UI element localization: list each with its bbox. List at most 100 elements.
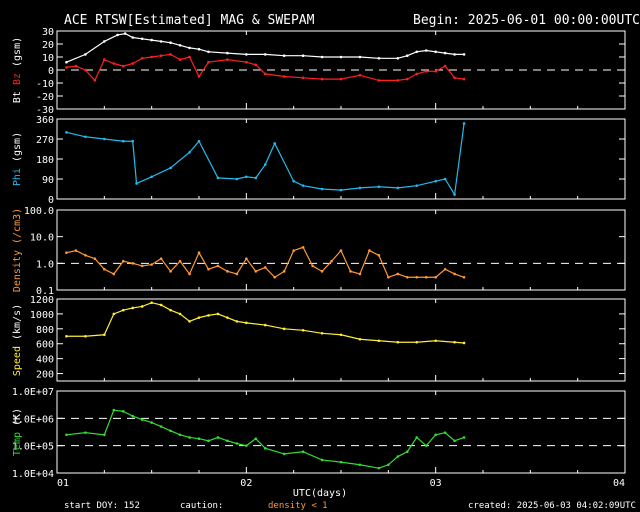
data-point	[93, 79, 97, 82]
data-point	[434, 179, 437, 183]
data-point	[169, 53, 172, 56]
data-point	[226, 316, 229, 319]
data-point	[254, 63, 258, 67]
y-tick-label: 90	[42, 175, 54, 186]
data-point	[226, 58, 229, 61]
data-point	[434, 433, 437, 437]
y-axis-label-part: (K)	[12, 408, 23, 432]
data-point	[197, 47, 201, 51]
data-point	[415, 340, 419, 344]
data-point	[188, 320, 191, 323]
data-point	[150, 55, 153, 59]
data-point	[150, 301, 153, 305]
data-point	[424, 49, 428, 52]
data-point	[339, 188, 343, 192]
data-point	[339, 460, 343, 464]
data-point	[434, 50, 437, 54]
data-point	[197, 75, 201, 78]
data-point	[434, 70, 437, 73]
y-axis-label: Phi (gsm)	[12, 132, 23, 186]
y-axis-label-part: Bt	[12, 91, 23, 103]
data-point	[216, 436, 220, 439]
data-point	[396, 455, 400, 458]
data-point	[103, 40, 106, 43]
y-tick-label: 400	[36, 355, 54, 366]
data-point	[358, 55, 362, 59]
data-point	[349, 270, 352, 273]
data-point	[301, 54, 305, 57]
y-tick-label: 100.0	[24, 206, 54, 217]
data-point	[135, 182, 138, 185]
data-point	[84, 135, 87, 139]
y-tick-label: 0	[48, 195, 54, 206]
begin-time: Begin: 2025-06-01 00:00:00UTC	[413, 13, 640, 28]
data-point	[453, 340, 456, 344]
data-point	[159, 40, 163, 43]
data-point	[462, 275, 466, 279]
data-point	[358, 186, 362, 190]
data-point	[282, 75, 286, 78]
data-point	[197, 251, 201, 255]
data-point	[405, 275, 409, 279]
x-tick-label: 01	[57, 478, 69, 489]
data-point	[84, 68, 87, 72]
series-line	[66, 53, 465, 82]
data-point	[263, 266, 267, 269]
data-point	[263, 72, 267, 76]
data-point	[84, 334, 87, 338]
panel-frame	[56, 118, 626, 200]
series-line	[66, 302, 465, 344]
data-point	[169, 308, 172, 312]
y-tick-label: 1200	[30, 295, 54, 306]
data-point	[123, 32, 127, 35]
data-point	[254, 176, 258, 180]
x-tick-label: 02	[240, 478, 252, 489]
data-point	[339, 55, 343, 59]
data-point	[405, 54, 409, 57]
data-point	[121, 139, 125, 143]
data-point	[103, 137, 106, 141]
data-point	[273, 275, 277, 279]
data-point	[453, 53, 456, 56]
series-bt	[65, 32, 466, 64]
data-point	[415, 275, 419, 279]
data-point	[245, 53, 248, 56]
data-point	[65, 131, 68, 134]
panel-speed: 1200 1000 800 600 400 200 Speed (km/s)	[12, 295, 626, 382]
data-point	[159, 303, 163, 307]
data-point	[301, 245, 305, 249]
data-point	[188, 55, 191, 59]
data-point	[65, 433, 68, 437]
data-point	[339, 77, 343, 81]
data-point	[121, 410, 125, 413]
data-point	[301, 184, 305, 187]
data-point	[65, 334, 68, 338]
data-point	[74, 249, 78, 252]
data-point	[197, 139, 201, 143]
data-point	[301, 76, 305, 80]
data-point	[245, 321, 248, 325]
panel-frame	[56, 390, 626, 474]
data-point	[405, 77, 409, 81]
data-point	[320, 270, 324, 273]
data-point	[377, 185, 381, 189]
data-point	[320, 331, 324, 335]
data-point	[84, 254, 87, 257]
data-point	[103, 58, 106, 61]
data-point	[159, 54, 163, 57]
data-point	[434, 339, 437, 343]
data-point	[197, 316, 201, 319]
series-line	[66, 32, 465, 63]
data-point	[387, 275, 390, 279]
data-point	[320, 55, 324, 59]
data-point	[245, 444, 248, 447]
data-point	[159, 425, 163, 428]
data-point	[116, 33, 119, 37]
data-point	[263, 53, 267, 56]
data-point	[121, 64, 125, 68]
data-point	[93, 257, 97, 260]
x-tick-label: 03	[430, 478, 442, 489]
caution-label: caution:	[180, 501, 223, 511]
y-tick-label: 10	[42, 53, 54, 64]
